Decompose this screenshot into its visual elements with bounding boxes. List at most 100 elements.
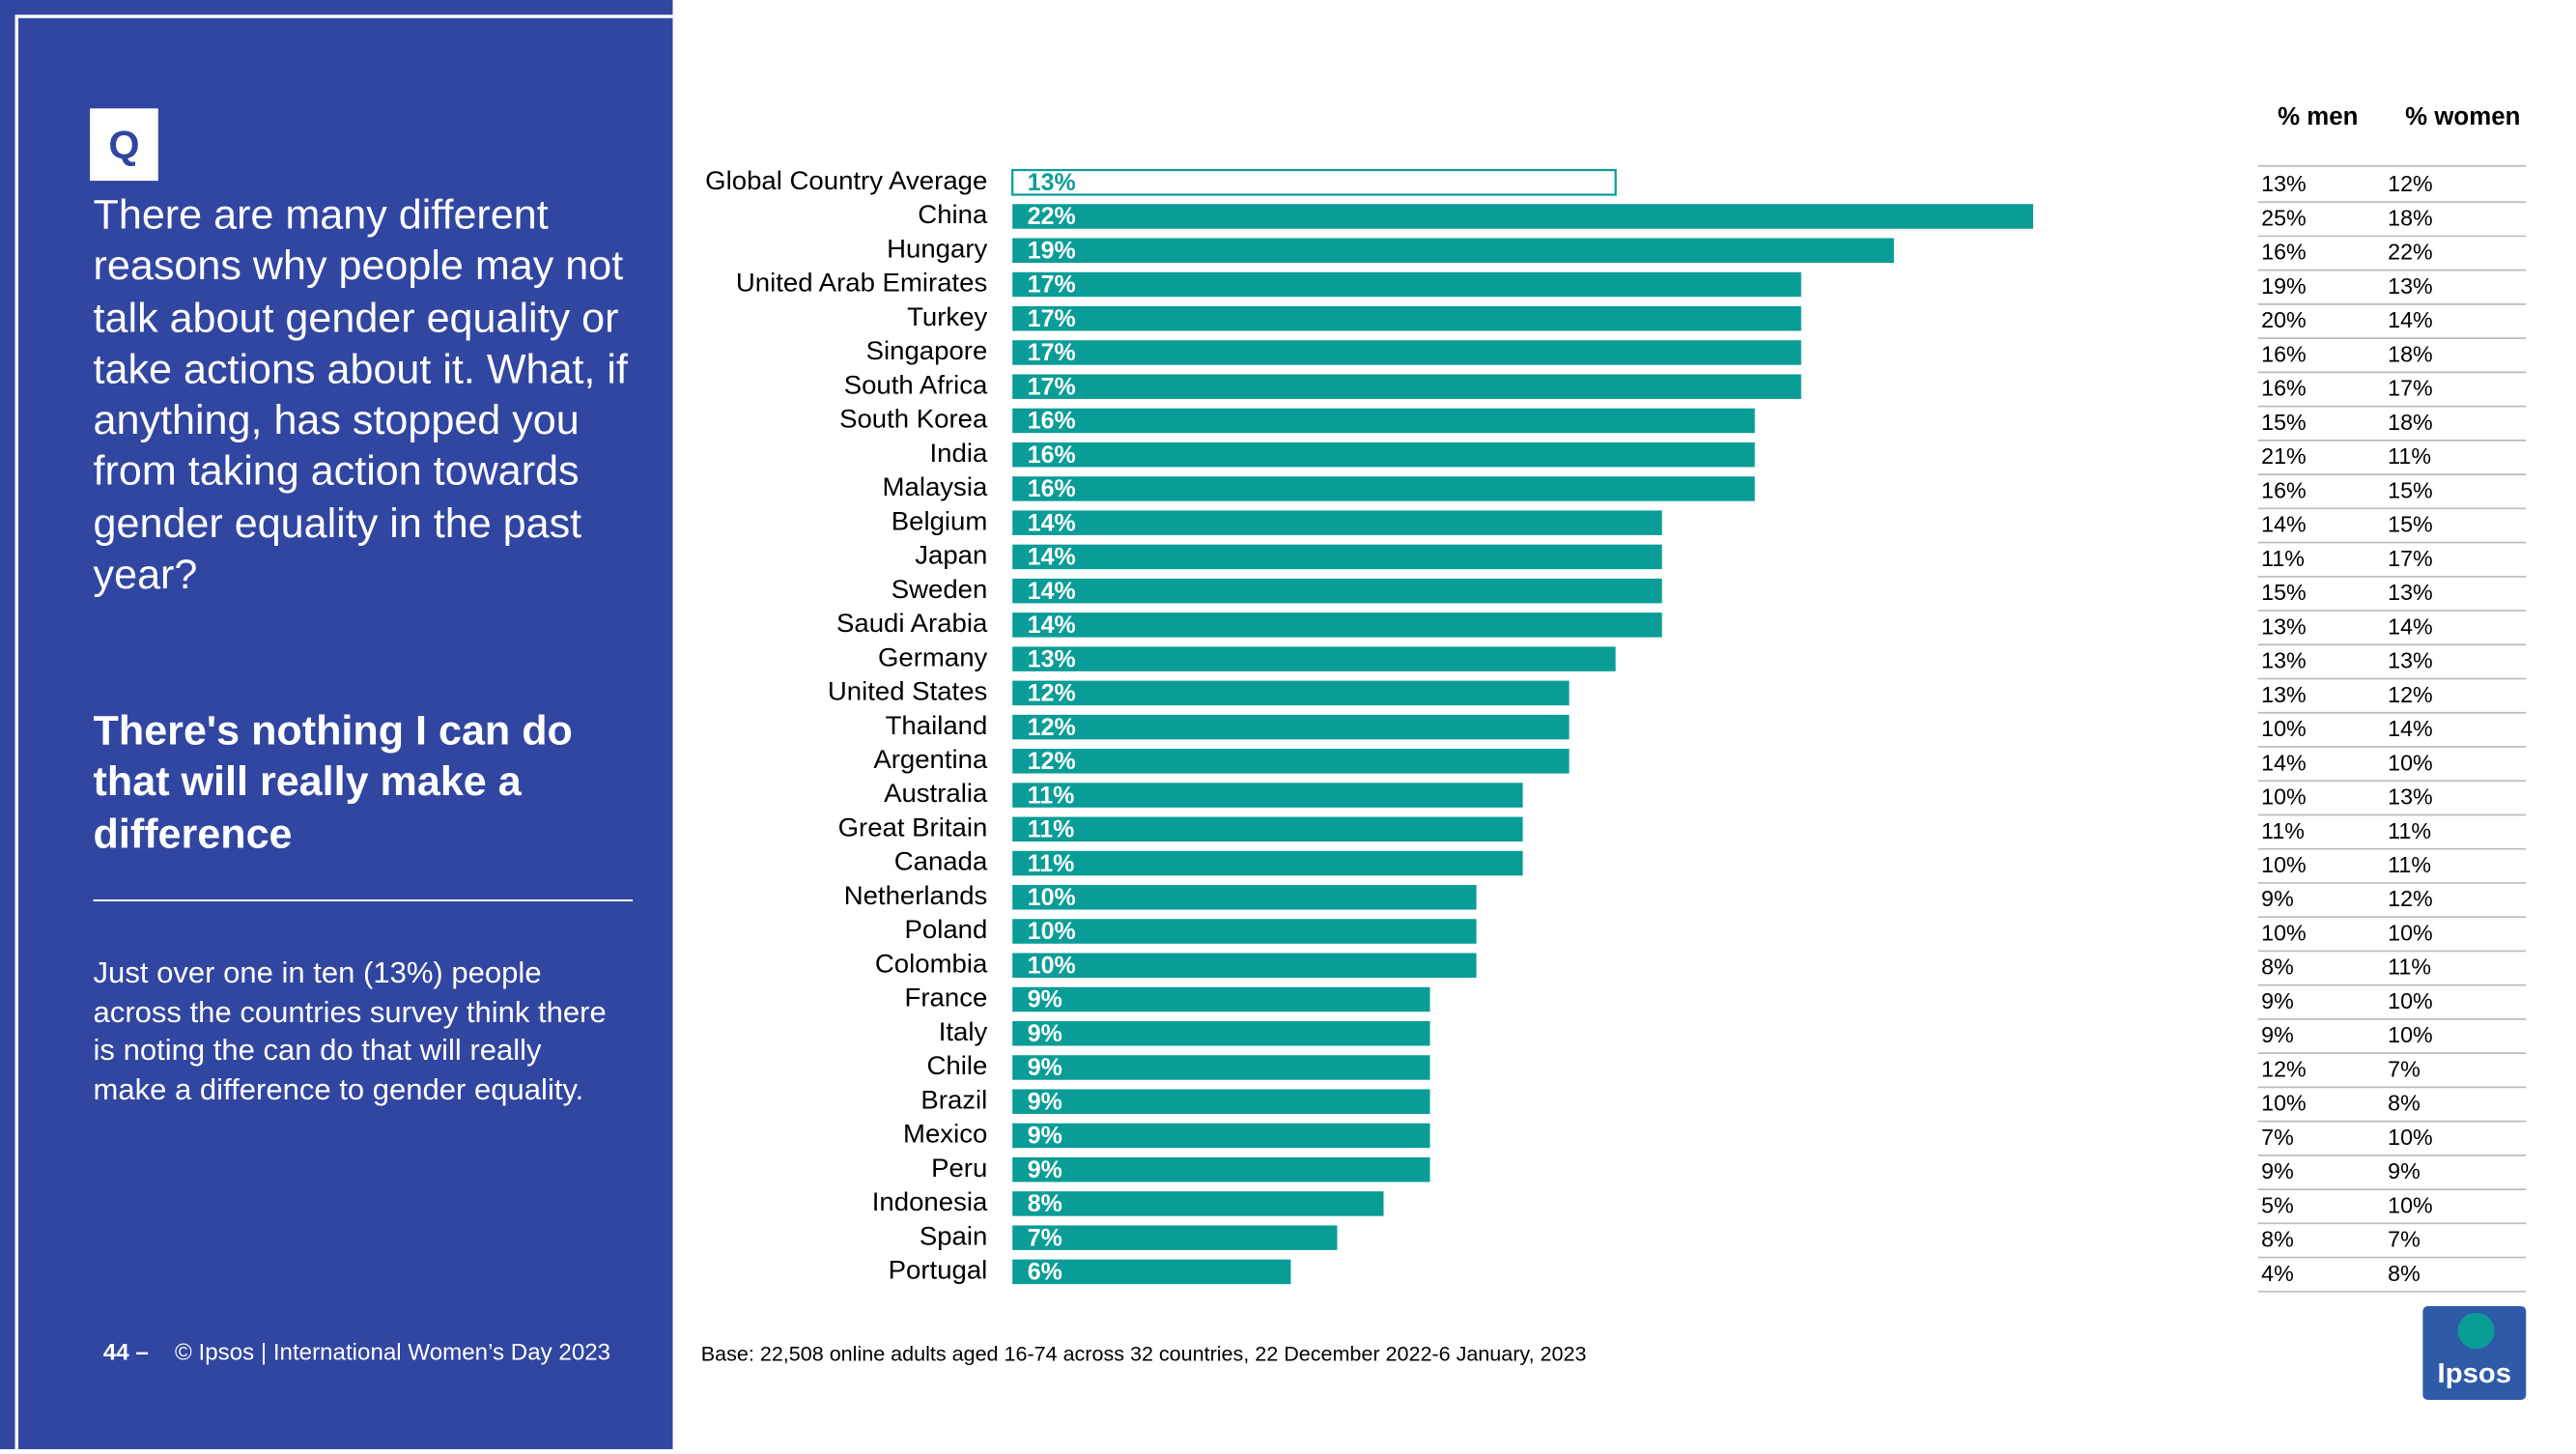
value-label: 12% bbox=[1028, 749, 1076, 775]
table-cell: 10% bbox=[2388, 1022, 2433, 1047]
table-cell: 12% bbox=[2388, 886, 2433, 911]
value-label: 10% bbox=[1028, 885, 1076, 911]
category-label: Portugal bbox=[889, 1255, 988, 1285]
category-label: Mexico bbox=[903, 1119, 987, 1149]
table-cell: 7% bbox=[2388, 1227, 2420, 1252]
summary-box: Just over one in ten (13%) people across… bbox=[94, 956, 607, 1105]
bar bbox=[1012, 1089, 1430, 1114]
category-label: China bbox=[918, 199, 988, 229]
table-cell: 8% bbox=[2261, 1227, 2294, 1252]
value-label: 10% bbox=[1028, 954, 1076, 980]
category-label: Belgium bbox=[892, 506, 988, 536]
value-label: 17% bbox=[1028, 272, 1076, 299]
bar bbox=[1012, 204, 2033, 229]
category-label: Peru bbox=[931, 1153, 987, 1183]
table-cell: 13% bbox=[2261, 682, 2307, 707]
logo bbox=[2422, 1306, 2527, 1400]
side-panel bbox=[0, 0, 673, 1449]
table-cell: 15% bbox=[2388, 478, 2433, 503]
bar bbox=[1012, 476, 1755, 501]
bar bbox=[1012, 986, 1430, 1012]
category-label: South Korea bbox=[839, 404, 988, 434]
bar bbox=[1012, 442, 1755, 468]
answer-box: There's nothing I can do that will reall… bbox=[94, 708, 573, 857]
value-label: 12% bbox=[1028, 681, 1076, 707]
table-cell: 12% bbox=[2388, 171, 2433, 196]
bar bbox=[1012, 613, 1662, 638]
category-label: Chile bbox=[927, 1050, 988, 1080]
category-label: South Africa bbox=[844, 370, 988, 400]
bar bbox=[1012, 374, 1801, 399]
table-cell: 11% bbox=[2388, 818, 2431, 843]
table-cell: 11% bbox=[2261, 818, 2305, 843]
value-label: 7% bbox=[1028, 1226, 1062, 1252]
table-cell: 11% bbox=[2388, 852, 2431, 877]
category-label: Colombia bbox=[875, 949, 988, 979]
logo-mark bbox=[2457, 1312, 2495, 1350]
table-cell: 21% bbox=[2261, 443, 2307, 469]
value-label: 9% bbox=[1028, 1055, 1062, 1081]
value-label: 14% bbox=[1028, 613, 1076, 639]
category-label: Germany bbox=[878, 641, 988, 671]
table-cell: 14% bbox=[2388, 307, 2433, 332]
table-cell: 10% bbox=[2388, 1193, 2433, 1218]
category-label: Global Country Average bbox=[705, 165, 987, 195]
category-label: Argentina bbox=[873, 744, 988, 774]
table-cell: 9% bbox=[2261, 1158, 2294, 1183]
table-cell: 11% bbox=[2388, 443, 2431, 469]
value-label: 9% bbox=[1028, 987, 1062, 1013]
table-cell: 18% bbox=[2388, 206, 2433, 231]
copyright: © Ipsos | International Women’s Day 2023 bbox=[175, 1340, 610, 1366]
value-label: 16% bbox=[1028, 409, 1076, 435]
table-header: % women bbox=[2405, 103, 2520, 130]
category-label: Saudi Arabia bbox=[836, 608, 988, 638]
table-cell: 17% bbox=[2388, 376, 2433, 401]
category-label: United States bbox=[828, 676, 987, 706]
value-label: 6% bbox=[1028, 1260, 1062, 1286]
bar bbox=[1012, 885, 1477, 910]
table-cell: 11% bbox=[2388, 955, 2431, 980]
value-label: 9% bbox=[1028, 1021, 1062, 1047]
logo-text: Ipsos bbox=[2438, 1358, 2512, 1389]
table-cell: 8% bbox=[2261, 955, 2294, 980]
table-cell: 18% bbox=[2388, 410, 2433, 435]
table-cell: 19% bbox=[2261, 273, 2307, 299]
category-label: Great Britain bbox=[838, 813, 988, 842]
table-cell: 9% bbox=[2261, 1022, 2294, 1047]
table-cell: 14% bbox=[2388, 613, 2433, 639]
value-label: 11% bbox=[1028, 817, 1075, 843]
table-cell: 13% bbox=[2261, 171, 2307, 196]
value-label: 14% bbox=[1028, 545, 1076, 571]
value-label: 22% bbox=[1028, 204, 1076, 230]
table-cell: 13% bbox=[2388, 273, 2433, 299]
table-cell: 16% bbox=[2261, 342, 2307, 367]
category-label: Sweden bbox=[892, 574, 988, 604]
table-cell: 13% bbox=[2261, 648, 2307, 673]
category-label: Indonesia bbox=[872, 1186, 988, 1216]
category-label: Hungary bbox=[887, 234, 987, 264]
bar bbox=[1012, 783, 1523, 808]
category-label: Japan bbox=[915, 540, 987, 570]
table-cell: 15% bbox=[2261, 410, 2307, 435]
bar bbox=[1012, 1259, 1291, 1285]
table-cell: 13% bbox=[2261, 613, 2307, 639]
bar bbox=[1012, 305, 1801, 331]
value-label: 8% bbox=[1028, 1191, 1062, 1217]
category-label: Poland bbox=[904, 914, 987, 944]
table-cell: 9% bbox=[2261, 886, 2294, 911]
table-cell: 12% bbox=[2388, 682, 2433, 707]
bar bbox=[1012, 408, 1755, 434]
bar bbox=[1012, 510, 1662, 535]
value-label: 14% bbox=[1028, 579, 1076, 605]
category-label: Malaysia bbox=[883, 471, 989, 501]
bar bbox=[1012, 1156, 1430, 1183]
table-cell: 12% bbox=[2261, 1057, 2307, 1082]
bar bbox=[1012, 1055, 1430, 1080]
table-cell: 10% bbox=[2261, 716, 2307, 741]
table-cell: 10% bbox=[2388, 750, 2433, 775]
bar bbox=[1012, 340, 1801, 365]
table-cell: 10% bbox=[2388, 1125, 2433, 1150]
category-label: Singapore bbox=[866, 335, 988, 365]
table-cell: 13% bbox=[2388, 580, 2433, 605]
bar bbox=[1012, 850, 1523, 876]
